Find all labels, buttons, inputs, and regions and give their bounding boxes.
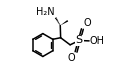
Polygon shape bbox=[60, 20, 68, 25]
Text: S: S bbox=[76, 35, 83, 46]
Text: O: O bbox=[68, 53, 75, 63]
Text: O: O bbox=[83, 18, 91, 28]
Text: H₂N: H₂N bbox=[36, 7, 55, 17]
Text: OH: OH bbox=[89, 36, 105, 46]
